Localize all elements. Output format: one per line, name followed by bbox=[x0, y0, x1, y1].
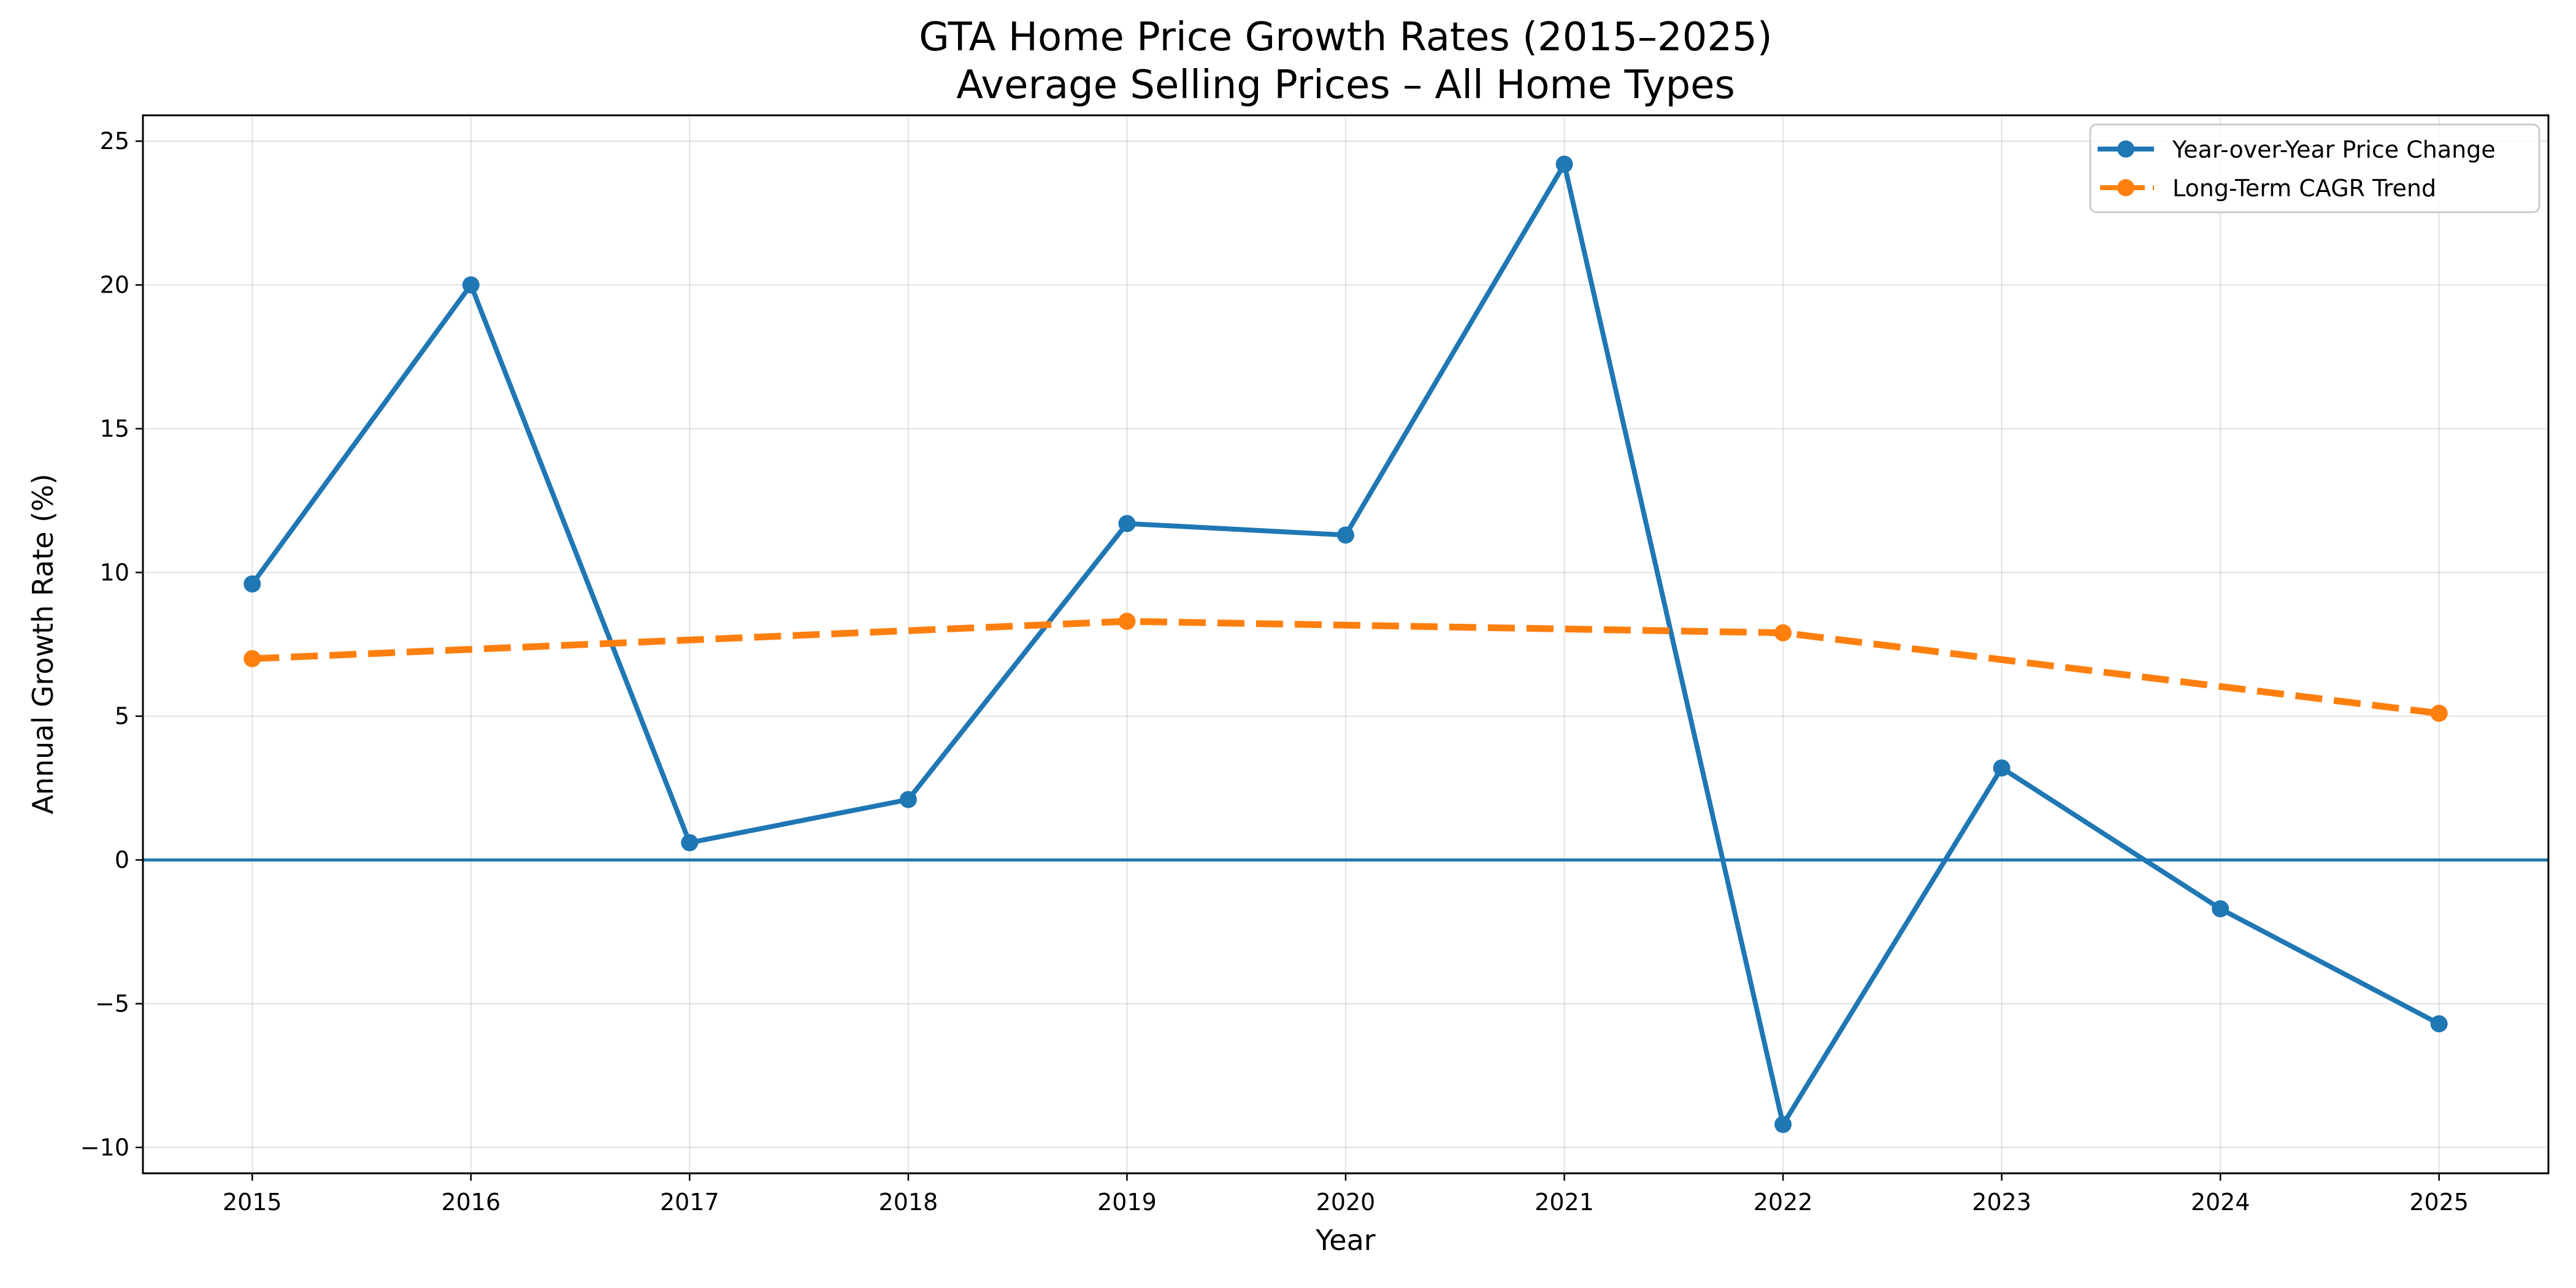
data-point bbox=[1774, 624, 1792, 642]
data-point bbox=[1118, 515, 1136, 532]
chart-subtitle: Average Selling Prices – All Home Types bbox=[956, 63, 1735, 108]
data-point bbox=[1118, 613, 1136, 630]
legend-marker-yoy bbox=[2117, 140, 2134, 158]
legend-marker-cagr bbox=[2117, 179, 2134, 196]
x-tick-label: 2017 bbox=[660, 1189, 719, 1216]
x-axis-ticks: 2015 2016 2017 2018 2019 2020 2021 2022 2023 2024… bbox=[223, 1173, 2469, 1216]
y-tick-label: 15 bbox=[100, 415, 129, 442]
data-point bbox=[1337, 526, 1354, 544]
legend-label-yoy: Year-over-Year Price Change bbox=[2172, 136, 2496, 163]
data-point bbox=[2430, 705, 2448, 722]
x-tick-label: 2019 bbox=[1097, 1189, 1157, 1216]
legend-frame bbox=[2089, 123, 2540, 213]
legend-label-cagr: Long-Term CAGR Trend bbox=[2172, 175, 2436, 202]
data-point bbox=[1555, 155, 1573, 173]
x-tick-label: 2022 bbox=[1754, 1189, 1813, 1216]
data-point bbox=[899, 791, 917, 808]
x-tick-label: 2023 bbox=[1972, 1189, 2031, 1216]
series-line bbox=[252, 618, 2440, 717]
y-axis-ticks: −10 −5 0 5 10 15 20 25 bbox=[80, 128, 143, 1161]
data-point bbox=[681, 834, 699, 851]
series-yoy-price-change bbox=[243, 155, 2448, 1133]
data-point bbox=[243, 650, 261, 667]
chart-title: GTA Home Price Growth Rates (2015–2025) bbox=[919, 15, 1773, 60]
x-tick-label: 2020 bbox=[1316, 1189, 1376, 1216]
legend: Year-over-Year Price Change Long-Term CA… bbox=[2089, 123, 2540, 213]
series-cagr-trend bbox=[243, 613, 2448, 722]
x-tick-label: 2018 bbox=[879, 1189, 938, 1216]
data-point bbox=[2430, 1015, 2448, 1033]
x-tick-label: 2025 bbox=[2409, 1189, 2469, 1216]
y-tick-label: 25 bbox=[100, 128, 129, 155]
y-axis-label: Annual Growth Rate (%) bbox=[26, 473, 59, 814]
y-tick-label: −10 bbox=[80, 1134, 129, 1161]
data-point bbox=[1774, 1116, 1792, 1133]
x-axis-label: Year bbox=[1315, 1224, 1375, 1257]
x-tick-label: 2024 bbox=[2191, 1189, 2250, 1216]
data-point bbox=[462, 276, 480, 294]
y-tick-label: 5 bbox=[115, 703, 129, 730]
y-tick-label: 10 bbox=[100, 559, 129, 586]
data-point bbox=[2212, 900, 2229, 918]
x-tick-label: 2016 bbox=[441, 1189, 500, 1216]
y-tick-label: −5 bbox=[95, 990, 129, 1017]
y-tick-label: 20 bbox=[100, 272, 129, 299]
data-point bbox=[243, 575, 261, 593]
x-tick-label: 2021 bbox=[1535, 1189, 1594, 1216]
x-tick-label: 2015 bbox=[223, 1189, 282, 1216]
data-point bbox=[1993, 759, 2011, 777]
y-tick-label: 0 bbox=[115, 846, 129, 873]
series-group bbox=[243, 155, 2448, 1133]
